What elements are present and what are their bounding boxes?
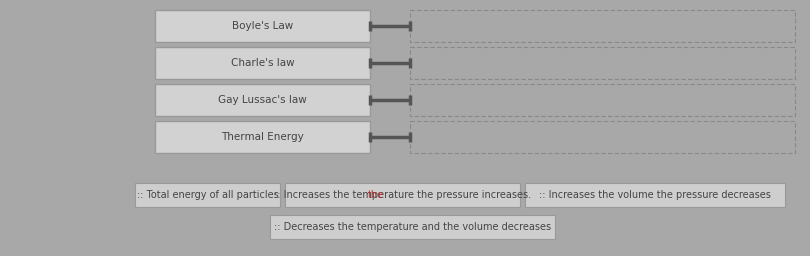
- Text: Boyle's Law: Boyle's Law: [232, 21, 293, 31]
- Bar: [410, 10, 795, 42]
- Text: Thermal Energy: Thermal Energy: [221, 132, 304, 142]
- Text: :: Total energy of all particles: :: Total energy of all particles: [137, 190, 279, 200]
- Bar: [155, 47, 370, 79]
- Bar: [285, 183, 520, 207]
- Bar: [410, 47, 795, 79]
- Text: the: the: [368, 190, 384, 200]
- Text: Gay Lussac's law: Gay Lussac's law: [218, 95, 307, 105]
- Bar: [155, 121, 370, 153]
- Text: Charle's law: Charle's law: [231, 58, 294, 68]
- Text: :: Increases the volume the pressure decreases: :: Increases the volume the pressure dec…: [539, 190, 771, 200]
- Text: :: Increases the temperature the pressure increases.: :: Increases the temperature the pressur…: [274, 190, 531, 200]
- Bar: [410, 84, 795, 116]
- Bar: [410, 121, 795, 153]
- Bar: [135, 183, 280, 207]
- Text: :: Decreases the temperature and the volume decreases: :: Decreases the temperature and the vol…: [274, 222, 551, 232]
- Bar: [270, 215, 555, 239]
- Bar: [155, 10, 370, 42]
- Bar: [155, 84, 370, 116]
- Bar: [525, 183, 785, 207]
